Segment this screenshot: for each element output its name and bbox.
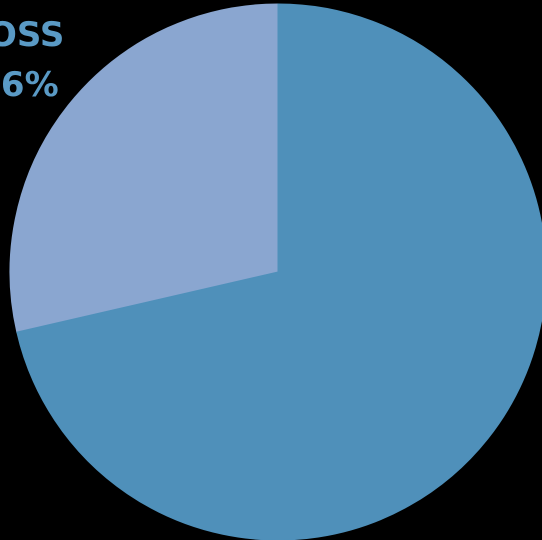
pie-slices — [9, 3, 542, 540]
slice-label-line1: OSS — [0, 15, 64, 55]
pie-labels: OSS .6% — [0, 15, 64, 105]
pie-slice-1 — [9, 3, 279, 333]
pie-slice-2 — [16, 3, 542, 540]
slice-label-line2: .6% — [0, 65, 59, 105]
